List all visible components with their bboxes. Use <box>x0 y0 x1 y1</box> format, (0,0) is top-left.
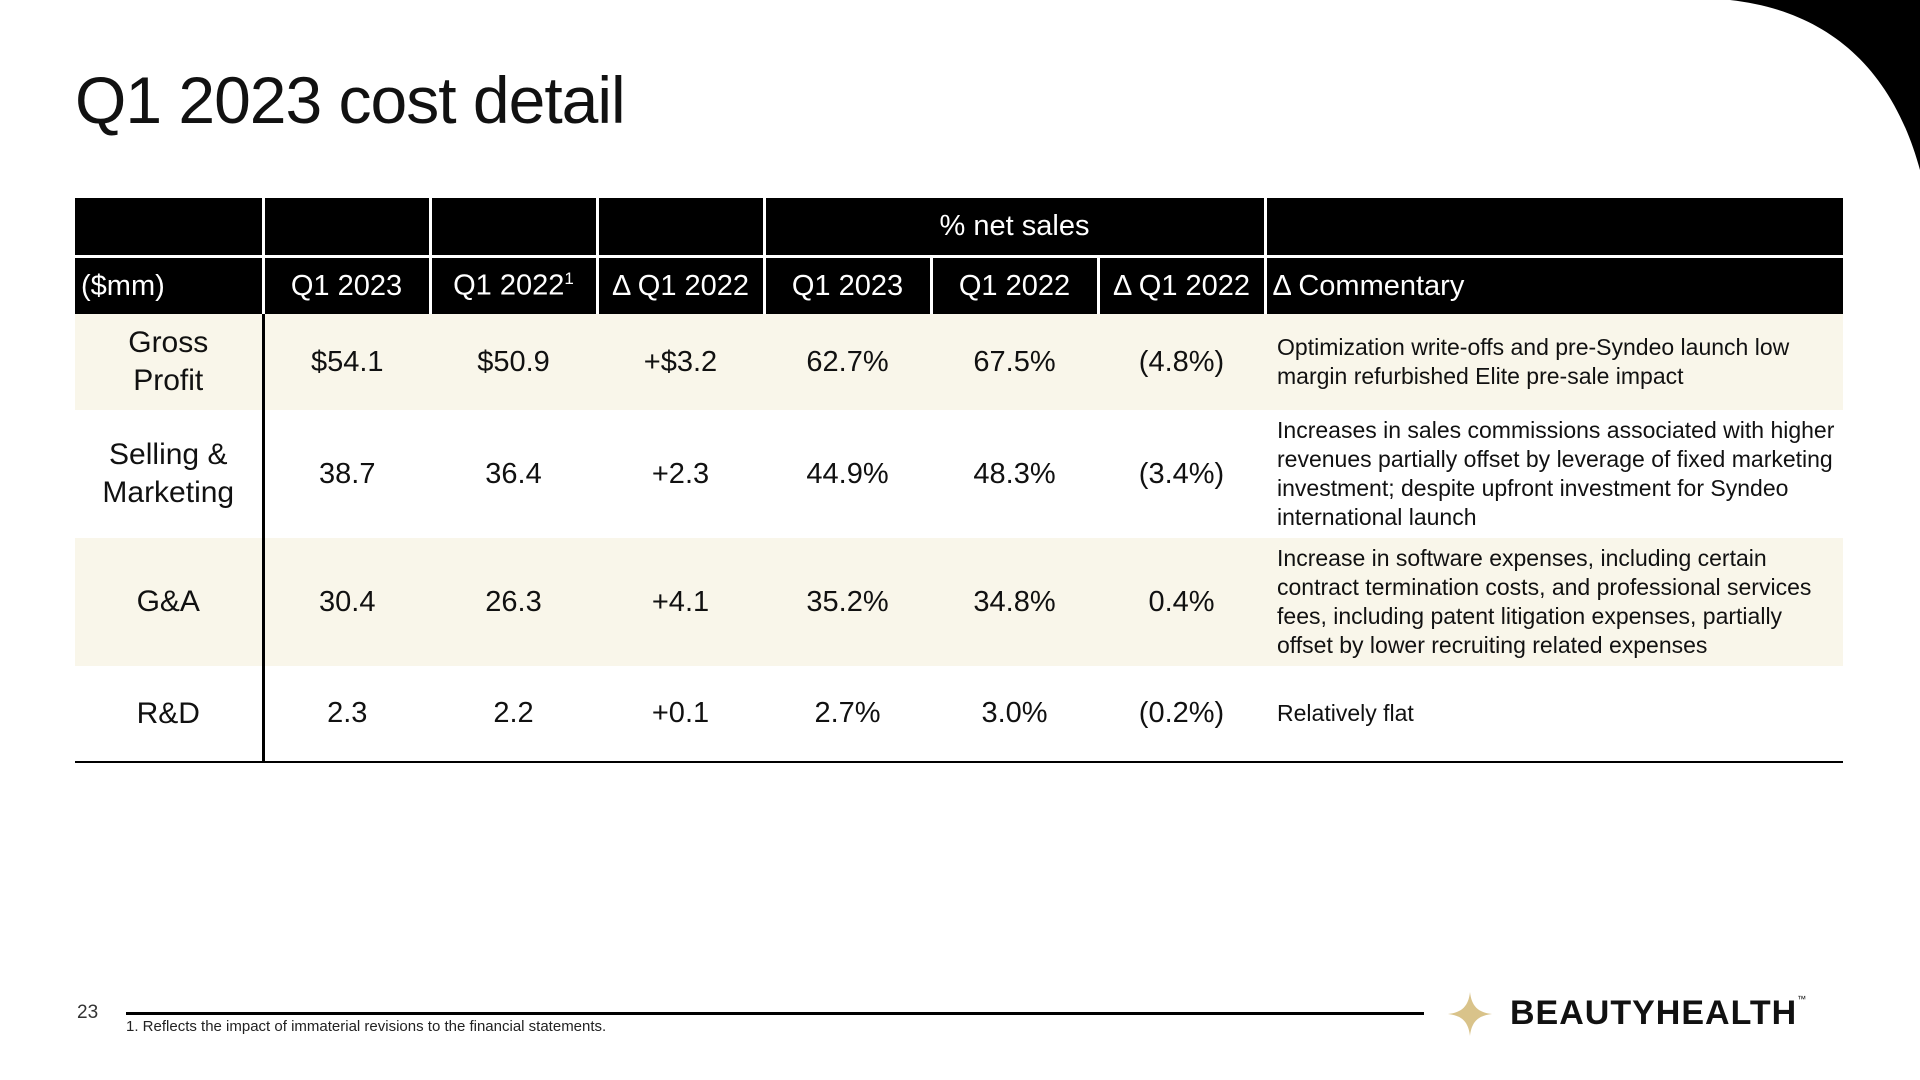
corner-decoration <box>1730 0 1920 170</box>
cell-pct-q1-2023: 35.2% <box>764 538 931 666</box>
cell-commentary: Increase in software expenses, including… <box>1265 538 1844 666</box>
header-pct-q1-2022: Q1 2022 <box>929 255 1098 314</box>
cell-pct-q1-2022: 67.5% <box>931 314 1098 410</box>
table-row: G&A 30.4 26.3 +4.1 35.2% 34.8% 0.4% Incr… <box>75 538 1844 666</box>
cell-q1-2023: $54.1 <box>263 314 430 410</box>
band-empty-cell <box>1263 198 1844 257</box>
brand-logo: BEAUTYHEALTH™ <box>1510 994 1807 1033</box>
header-q1-2022-label: Q1 2022 <box>453 269 565 302</box>
cell-pct-q1-2022: 3.0% <box>931 666 1098 763</box>
cell-q1-2022: 2.2 <box>430 666 597 763</box>
cell-pct-delta: (3.4%) <box>1138 457 1225 490</box>
slide-title: Q1 2023 cost detail <box>75 63 626 137</box>
cell-q1-2022: 36.4 <box>485 457 542 490</box>
cell-q1-2022: 26.3 <box>430 538 597 666</box>
pct-net-sales-band: % net sales <box>762 198 1266 257</box>
footer-divider <box>126 1012 1424 1015</box>
band-empty-cell <box>75 198 263 257</box>
cell-delta: +2.3 <box>651 457 710 490</box>
header-q1-2022: Q1 20221 <box>428 255 597 314</box>
cell-pct-q1-2022: 48.3% <box>973 457 1056 490</box>
cell-pct-q1-2023: 62.7% <box>764 314 931 410</box>
cell-pct-q1-2023: 44.9% <box>806 457 889 490</box>
cost-detail-table: % net sales ($mm) Q1 2023 Q1 20221 Δ Q1 … <box>75 198 1844 763</box>
cell-q1-2023: 2.3 <box>263 666 430 763</box>
brand-logo-text: BEAUTYHEALTH <box>1510 994 1798 1032</box>
header-commentary: Δ Commentary <box>1263 255 1844 314</box>
cell-pct-delta: 0.4% <box>1098 538 1266 666</box>
row-label: G&A <box>75 538 265 666</box>
cell-delta: +$3.2 <box>597 314 764 410</box>
table-row: Gross Profit $54.1 $50.9 +$3.2 62.7% 67.… <box>75 314 1844 410</box>
header-q1-2023: Q1 2023 <box>261 255 430 314</box>
band-empty-cell <box>595 198 764 257</box>
table-row: Selling & Marketing 38.7 36.4 +2.3 44.9%… <box>75 410 1843 538</box>
row-label: R&D <box>75 666 265 763</box>
cell-q1-2023: 30.4 <box>263 538 430 666</box>
trademark-symbol: ™ <box>1797 994 1808 1004</box>
cell-commentary: Relatively flat <box>1265 666 1844 763</box>
cell-pct-q1-2022: 34.8% <box>931 538 1098 666</box>
table-row: R&D 2.3 2.2 +0.1 2.7% 3.0% (0.2%) Relati… <box>75 666 1844 763</box>
row-label: Gross Profit <box>75 314 265 410</box>
cell-q1-2023: 38.7 <box>319 457 376 490</box>
cell-pct-delta: (0.2%) <box>1098 666 1266 763</box>
cell-delta: +4.1 <box>597 538 764 666</box>
cell-q1-2022: $50.9 <box>430 314 597 410</box>
footnote-marker: 1 <box>564 269 574 289</box>
header-unit: ($mm) <box>75 255 263 314</box>
header-band-row: % net sales <box>75 198 1844 257</box>
cell-pct-delta: (4.8%) <box>1098 314 1266 410</box>
header-pct-q1-2023: Q1 2023 <box>762 255 931 314</box>
header-pct-delta-q1-2022: Δ Q1 2022 <box>1096 255 1266 314</box>
row-label: Selling & Marketing <box>75 410 265 538</box>
footnote: 1. Reflects the impact of immaterial rev… <box>126 1018 607 1035</box>
cell-commentary: Increases in sales commissions associate… <box>1277 417 1835 530</box>
header-delta-q1-2022: Δ Q1 2022 <box>595 255 764 314</box>
band-empty-cell <box>428 198 597 257</box>
page-number: 23 <box>77 1002 99 1023</box>
column-header-row: ($mm) Q1 2023 Q1 20221 Δ Q1 2022 Q1 2023… <box>75 255 1844 314</box>
cell-commentary: Optimization write-offs and pre-Syndeo l… <box>1265 314 1844 410</box>
cell-pct-q1-2023: 2.7% <box>764 666 931 763</box>
cell-delta: +0.1 <box>597 666 764 763</box>
sparkle-icon <box>1448 992 1492 1036</box>
band-empty-cell <box>261 198 430 257</box>
